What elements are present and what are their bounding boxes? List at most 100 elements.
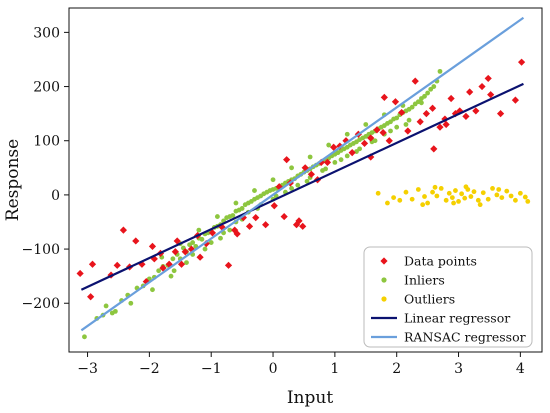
data-point-marker <box>428 104 437 112</box>
data-point-marker <box>307 170 315 178</box>
data-point-marker <box>148 242 157 250</box>
series-ransac-regressor <box>80 16 525 332</box>
data-point-marker <box>456 107 464 115</box>
y-tick-label: 300 <box>33 25 60 41</box>
inliers-marker <box>82 334 87 340</box>
inliers-marker <box>230 213 236 218</box>
data-point-marker <box>380 93 388 101</box>
outliers-marker <box>513 197 518 203</box>
data-point-marker <box>422 110 430 118</box>
legend-box <box>363 246 533 348</box>
data-point-marker <box>270 202 278 210</box>
y-tick-label: −100 <box>22 242 60 258</box>
outliers-marker <box>432 184 438 190</box>
legend-label: Inliers <box>404 273 445 288</box>
outliers-marker <box>403 189 409 195</box>
inliers-marker <box>403 122 409 127</box>
outliers-marker <box>504 188 510 194</box>
legend-item-inliers: Inliers <box>381 273 445 288</box>
outliers-marker <box>525 198 531 204</box>
inliers-marker <box>338 157 344 163</box>
inliers-marker <box>409 104 415 110</box>
inliers-marker <box>170 256 176 262</box>
data-point-marker <box>442 120 450 129</box>
data-point-marker <box>398 108 406 117</box>
data-point-marker <box>478 82 486 91</box>
data-point-marker <box>323 158 332 166</box>
inliers-marker <box>239 206 245 211</box>
inliers-marker <box>156 268 162 274</box>
inliers-marker <box>422 93 427 99</box>
data-point-marker <box>466 88 474 96</box>
data-point-marker <box>484 74 492 83</box>
data-point-marker <box>330 143 338 151</box>
inliers-marker <box>323 166 328 172</box>
inliers-marker <box>363 122 369 127</box>
outliers-marker <box>496 187 502 192</box>
outliers-marker <box>494 192 500 198</box>
outliers-marker <box>375 190 381 196</box>
inliers-marker <box>304 178 310 184</box>
inliers-marker <box>227 227 233 233</box>
legend-label: Outliers <box>404 292 455 307</box>
series-outliers <box>375 184 531 208</box>
data-point-marker <box>472 107 480 115</box>
data-point-marker <box>76 269 84 278</box>
data-point-marker <box>511 96 520 104</box>
x-tick-label: −1 <box>201 361 222 377</box>
legend-swatch <box>381 277 387 283</box>
inliers-marker <box>344 153 350 159</box>
data-point-marker <box>416 118 424 126</box>
inliers-marker <box>208 240 214 245</box>
data-point-marker <box>411 77 419 85</box>
data-point-marker <box>262 221 270 229</box>
legend-swatch <box>381 296 387 302</box>
outliers-marker <box>517 190 523 196</box>
inliers-marker <box>431 84 437 89</box>
inliers-marker <box>425 90 431 96</box>
data-point-marker <box>436 123 444 131</box>
series-data-points <box>76 58 526 301</box>
outliers-marker <box>409 196 415 202</box>
data-point-marker <box>496 110 505 118</box>
x-axis-title: Input <box>287 388 333 408</box>
inliers-marker <box>357 146 363 152</box>
data-point-marker <box>87 293 95 301</box>
data-point-marker <box>430 145 438 153</box>
data-point-marker <box>181 248 189 256</box>
outliers-marker <box>453 188 458 193</box>
inliers-marker <box>168 273 174 279</box>
inliers-marker <box>406 117 412 123</box>
x-tick-label: −3 <box>77 361 98 377</box>
regression-line-linear-regressor <box>80 82 524 291</box>
x-tick-label: 4 <box>516 361 525 377</box>
data-point-marker <box>360 139 369 148</box>
legend-item-data-points: Data points <box>380 254 477 269</box>
legend-item-linear-regressor: Linear regressor <box>371 311 510 326</box>
x-tick-label: −2 <box>139 361 160 377</box>
plot-frame <box>68 7 543 353</box>
data-point-marker <box>283 156 291 164</box>
legend-swatch <box>380 257 388 265</box>
data-point-marker <box>292 221 301 229</box>
data-point-marker <box>173 237 181 245</box>
x-tick-label: 1 <box>330 361 339 377</box>
data-point-marker <box>132 237 140 245</box>
inliers-marker <box>388 128 393 134</box>
x-tick-label: 0 <box>269 361 278 377</box>
outliers-marker <box>480 190 486 196</box>
axes: −3 −2 −1 0 1 2 3 4 −200 −100 0 100 200 300 <box>22 7 543 377</box>
inliers-marker <box>394 124 400 130</box>
outliers-marker <box>459 191 465 197</box>
outliers-marker <box>471 189 477 195</box>
series-layer <box>76 16 531 340</box>
data-point-marker <box>385 137 393 145</box>
legend: Data points Inliers Outliers Linear regress… <box>363 246 533 348</box>
outliers-marker <box>508 193 514 199</box>
data-point-marker <box>348 149 356 157</box>
data-point-marker <box>177 260 186 268</box>
inliers-marker <box>394 115 400 121</box>
data-point-marker <box>113 261 121 269</box>
inliers-marker <box>233 200 239 206</box>
